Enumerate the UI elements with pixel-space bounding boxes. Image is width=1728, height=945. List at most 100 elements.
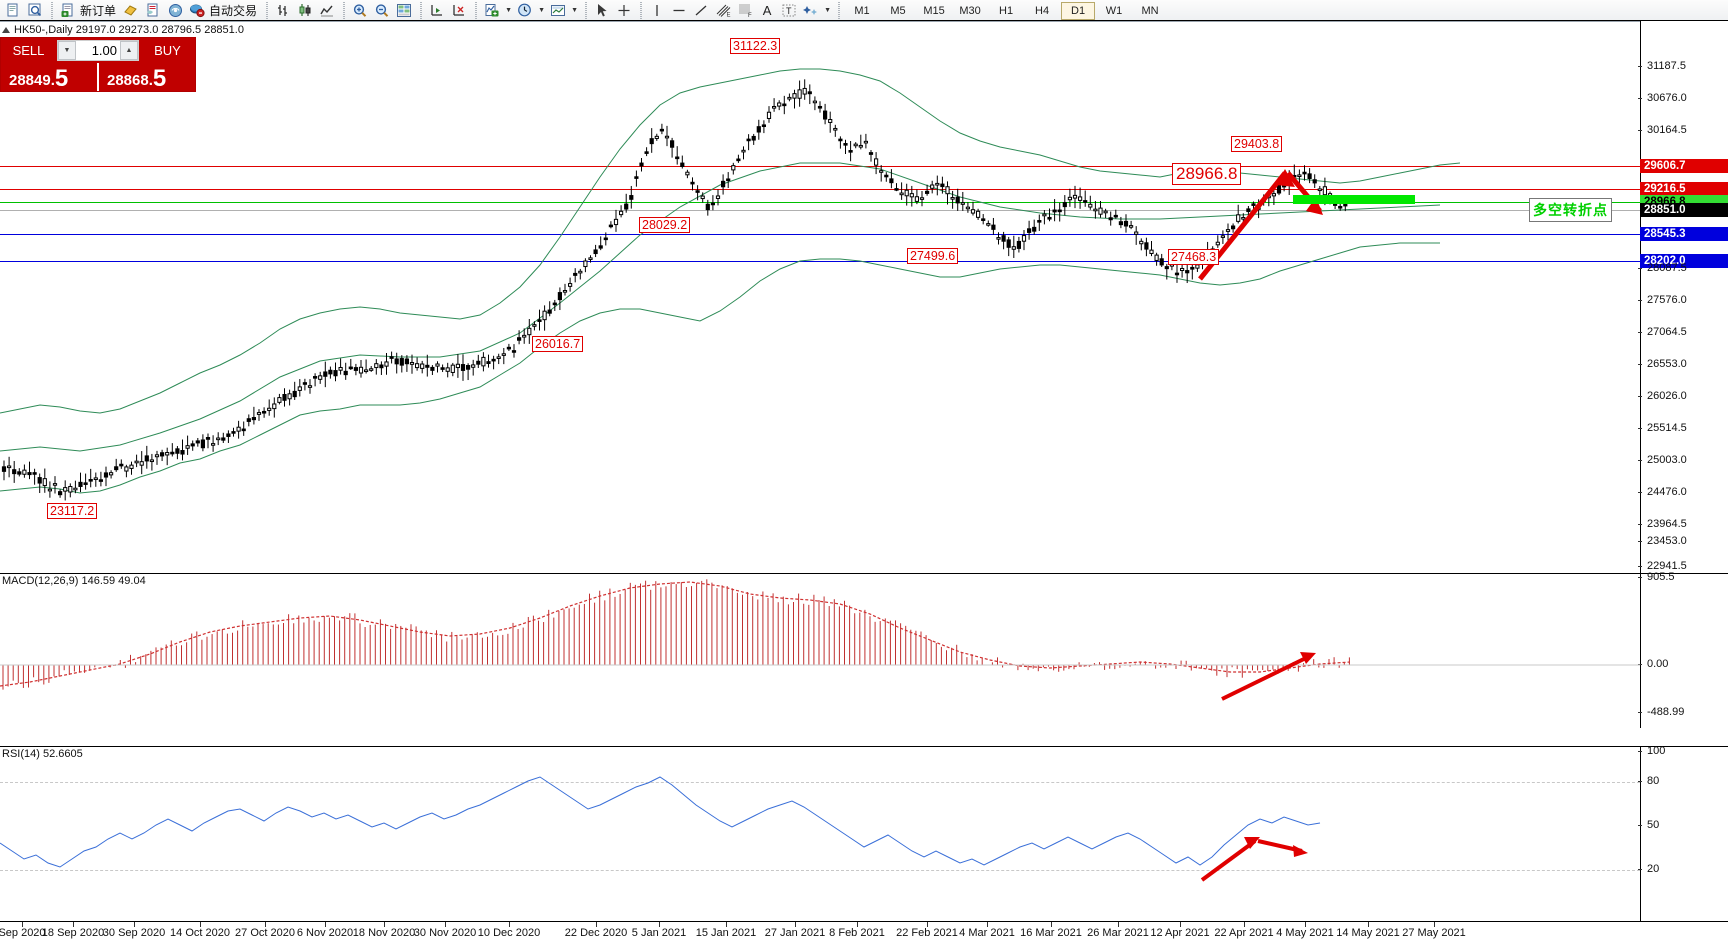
new-order-button[interactable]: 新订单 (57, 1, 120, 21)
volume-decrement-icon[interactable]: ▼ (58, 41, 76, 60)
cursor-icon[interactable] (591, 1, 613, 21)
objects-button[interactable]: ▼ (800, 1, 833, 21)
label-31122[interactable]: 31122.3 (730, 38, 781, 54)
buy-button[interactable]: BUY (140, 38, 195, 63)
candle-body (1134, 231, 1139, 235)
label-28029[interactable]: 28029.2 (639, 217, 691, 233)
level-line-29216[interactable] (0, 189, 1640, 190)
price-badge-29606-7[interactable]: 29606.7 (1640, 159, 1728, 173)
zoom-in-icon[interactable] (349, 1, 371, 21)
new-chart-icon[interactable] (2, 1, 24, 21)
sell-button[interactable]: SELL (1, 38, 56, 63)
timeframe-m1[interactable]: M1 (854, 4, 870, 17)
macd-chart-svg (0, 579, 1640, 701)
timeframe-h1[interactable]: H1 (999, 4, 1014, 17)
timeframe-m5[interactable]: M5 (890, 4, 906, 17)
equidistant-icon[interactable]: E (712, 1, 734, 21)
candle-body (175, 448, 180, 454)
chevron-down-icon[interactable]: ▼ (571, 7, 578, 14)
candle-body (715, 195, 721, 199)
templates-button[interactable]: ▼ (547, 1, 580, 21)
timeframe-m15[interactable]: M15 (923, 4, 945, 17)
candle-body (726, 178, 731, 182)
candle-body (981, 218, 986, 221)
timeframe-h4[interactable]: H4 (1035, 4, 1050, 17)
line-chart-icon[interactable] (316, 1, 338, 21)
vline-icon[interactable] (646, 1, 668, 21)
level-line-28545[interactable] (0, 234, 1640, 235)
hline-icon[interactable] (668, 1, 690, 21)
candle-body (583, 260, 588, 268)
rsi-plot-area[interactable] (0, 747, 1640, 921)
candle-body (940, 183, 945, 188)
chevron-down-icon[interactable]: ▼ (538, 7, 545, 14)
label-27468[interactable]: 27468.3 (1168, 249, 1220, 265)
indicators-button[interactable]: ▼ (481, 1, 514, 21)
rsi-indicator-label: RSI(14) 52.6605 (2, 748, 83, 760)
candle-body (1246, 208, 1251, 213)
bid-price[interactable]: 28849. 5 (1, 63, 97, 91)
price-badge-28851-0[interactable]: 28851.0 (1640, 203, 1728, 217)
bar-chart-icon[interactable] (272, 1, 294, 21)
zoom-out-icon[interactable] (371, 1, 393, 21)
chevron-down-icon[interactable]: ▼ (824, 7, 831, 14)
label-27499[interactable]: 27499.6 (907, 248, 959, 264)
periods-icon[interactable] (514, 1, 536, 21)
price-badge-28202-0[interactable]: 28202.0 (1640, 254, 1728, 268)
price-badge-29216-5[interactable]: 29216.5 (1640, 182, 1728, 196)
timeframe-d1[interactable]: D1 (1061, 1, 1096, 20)
level-line-29606[interactable] (0, 166, 1640, 167)
rsi-scale[interactable]: 100 80 50 20 (1637, 745, 1728, 921)
signals-icon[interactable] (164, 1, 186, 21)
trendline-icon[interactable] (690, 1, 712, 21)
candle-body (950, 197, 955, 200)
time-axis-label: 16 Mar 2021 (1020, 927, 1082, 939)
autotrading-icon[interactable] (186, 1, 208, 21)
label-26016[interactable]: 26016.7 (532, 336, 584, 352)
candle-body (996, 237, 1001, 240)
label-28966[interactable]: 28966.8 (1172, 163, 1242, 185)
collapse-triangle-icon[interactable] (2, 26, 10, 33)
candle-body (1220, 235, 1226, 238)
volume-input[interactable]: 1.00 (76, 41, 120, 60)
metaeditor-icon[interactable] (120, 1, 142, 21)
data-window-icon[interactable] (393, 1, 415, 21)
new-order-icon[interactable] (57, 1, 79, 21)
candle-body (1047, 216, 1052, 220)
crosshair-icon[interactable] (613, 1, 635, 21)
text-icon[interactable]: A (762, 3, 772, 18)
autoscroll-icon[interactable] (448, 1, 470, 21)
periods-button[interactable]: ▼ (514, 1, 547, 21)
objects-icon[interactable] (800, 1, 822, 21)
candle-chart-icon[interactable] (294, 1, 316, 21)
volume-field[interactable]: ▼ 1.00 ▲ (57, 40, 139, 61)
level-line-28202[interactable] (0, 261, 1640, 262)
macd-scale[interactable]: 905.5 0.00 -488.99 (1637, 571, 1728, 728)
candle-body (700, 195, 705, 200)
candle-body (32, 472, 37, 475)
bull-bear-turning-point-note[interactable]: 多空转折点 (1529, 198, 1612, 222)
textlabel-icon[interactable]: T (778, 1, 800, 21)
level-line-28966[interactable] (0, 202, 1640, 203)
templates-icon[interactable] (547, 1, 569, 21)
timeframe-w1[interactable]: W1 (1105, 4, 1123, 17)
timeframe-m30[interactable]: M30 (959, 4, 981, 17)
volume-increment-icon[interactable]: ▲ (120, 41, 138, 60)
shift-end-icon[interactable] (426, 1, 448, 21)
macd-plot-area[interactable] (0, 574, 1640, 728)
terminal-icon[interactable] (142, 1, 164, 21)
autotrading-button[interactable]: 自动交易 (186, 1, 261, 21)
indicators-icon[interactable] (481, 1, 503, 21)
price-plot-area[interactable] (0, 21, 1640, 573)
price-badge-28545-3[interactable]: 28545.3 (1640, 227, 1728, 241)
chart-search-icon[interactable] (24, 1, 46, 21)
label-29403[interactable]: 29403.8 (1231, 136, 1283, 152)
candle-body (415, 363, 420, 369)
label-23117[interactable]: 23117.2 (47, 503, 98, 519)
fibonacci-icon[interactable]: F (734, 1, 756, 21)
price-scale[interactable]: 31187.5 30676.0 30164.5 29606.7 29216.5 28966… (1638, 21, 1728, 573)
toolbar-separator (638, 1, 644, 20)
ask-price[interactable]: 28868. 5 (99, 63, 195, 91)
timeframe-mn[interactable]: MN (1141, 4, 1159, 17)
chevron-down-icon[interactable]: ▼ (505, 7, 512, 14)
